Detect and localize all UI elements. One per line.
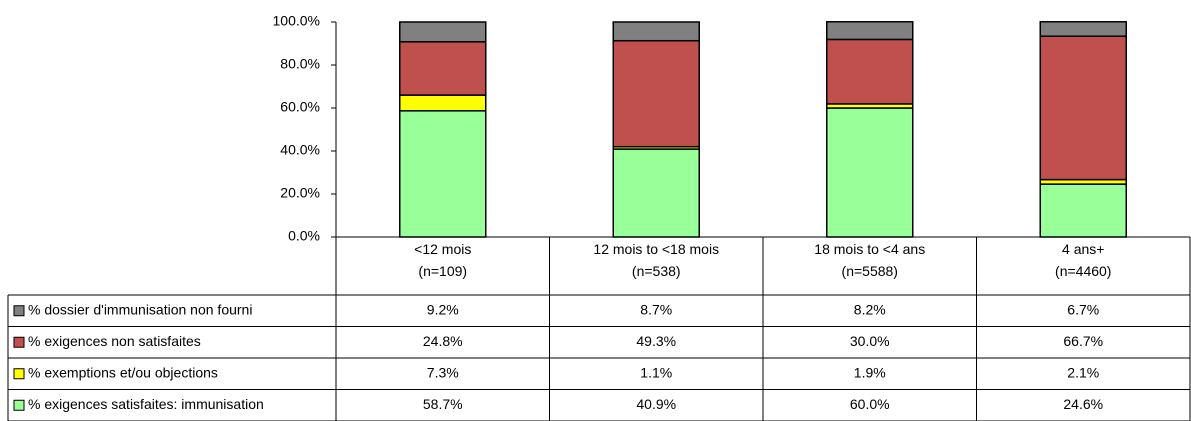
- y-tick-label: 0.0%: [288, 228, 320, 244]
- table-value: 1.1%: [640, 364, 672, 380]
- bar-segment: [399, 41, 487, 96]
- bar-segment: [1039, 21, 1127, 37]
- legend-label: % exemptions et/ou objections: [28, 364, 218, 380]
- x-tick-label-line: 4 ans+: [1062, 241, 1104, 257]
- bar-segment: [399, 110, 487, 238]
- table-value: 24.6%: [1063, 396, 1103, 412]
- x-tick-label: 18 mois to <4 ans (n=5588): [814, 241, 925, 279]
- table-value: 1.9%: [854, 364, 886, 380]
- x-tick-label-line: 18 mois to <4 ans: [814, 241, 925, 257]
- x-tick-label: 4 ans+ (n=4460): [1055, 241, 1111, 279]
- x-tick-label-line: (n=4460): [1055, 263, 1111, 279]
- bar-segment: [399, 21, 487, 43]
- bar-segment: [1039, 35, 1127, 181]
- legend-label: % exigences satisfaites: immunisation: [28, 396, 264, 412]
- y-tick-label: 100.0%: [273, 13, 320, 29]
- y-tick-label: 60.0%: [280, 99, 320, 115]
- y-tick-label: 40.0%: [280, 142, 320, 158]
- table-value: 6.7%: [1067, 301, 1099, 317]
- table-value: 24.8%: [423, 333, 463, 349]
- x-tick-label: <12 mois (n=109): [414, 241, 471, 279]
- bar-segment: [612, 148, 700, 238]
- table-value: 30.0%: [850, 333, 890, 349]
- bar-segment: [826, 38, 914, 105]
- y-tick-label: 20.0%: [280, 185, 320, 201]
- x-tick-label-line: (n=109): [418, 263, 467, 279]
- legend-swatch: [13, 336, 25, 348]
- x-tick-label-line: (n=5588): [842, 263, 898, 279]
- table-value: 58.7%: [423, 396, 463, 412]
- bar-segment: [399, 94, 487, 112]
- table-value: 7.3%: [427, 364, 459, 380]
- legend-swatch: [13, 368, 25, 380]
- x-tick-label: 12 mois to <18 mois (n=538): [593, 241, 719, 279]
- table-value: 8.2%: [854, 301, 886, 317]
- bar-segment: [612, 21, 700, 42]
- legend-label: % exigences non satisfaites: [28, 333, 201, 349]
- table-value: 40.9%: [636, 396, 676, 412]
- table-value: 49.3%: [636, 333, 676, 349]
- bar-segment: [826, 107, 914, 238]
- x-tick-label-line: 12 mois to <18 mois: [593, 241, 719, 257]
- table-value: 8.7%: [640, 301, 672, 317]
- legend-label: % dossier d'immunisation non fourni: [28, 301, 252, 317]
- table-value: 9.2%: [427, 301, 459, 317]
- legend-swatch: [13, 399, 25, 411]
- legend-swatch: [13, 305, 25, 317]
- table-value: 2.1%: [1067, 364, 1099, 380]
- table-value: 66.7%: [1063, 333, 1103, 349]
- bar-segment: [1039, 183, 1127, 238]
- table-value: 60.0%: [850, 396, 890, 412]
- bar-segment: [612, 39, 700, 148]
- x-tick-label-line: (n=538): [632, 263, 681, 279]
- bar-segment: [826, 21, 914, 41]
- y-tick-label: 80.0%: [280, 56, 320, 72]
- x-tick-label-line: <12 mois: [414, 241, 471, 257]
